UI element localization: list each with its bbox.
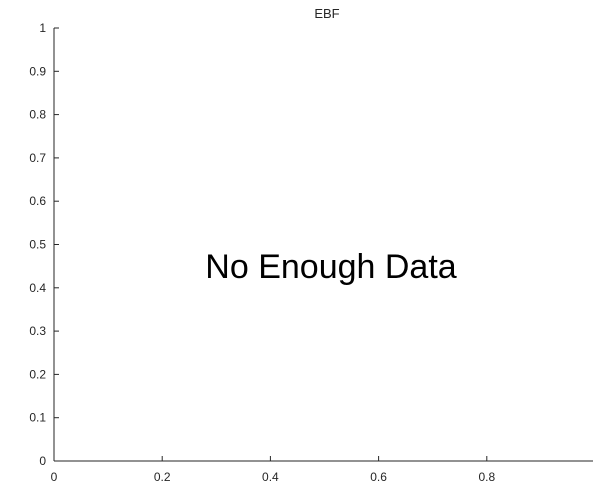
y-tick-label: 0.8: [29, 108, 46, 122]
y-ticks: 0 0.1 0.2 0.3 0.4 0.5 0.6 0.7 0.8 0.9 1: [29, 21, 59, 468]
y-tick-label: 0.2: [29, 367, 46, 381]
y-tick-label: 1: [39, 21, 46, 35]
x-ticks: 0 0.2 0.4 0.6 0.8: [51, 456, 495, 484]
y-tick-label: 0.6: [29, 194, 46, 208]
y-tick-label: 0.7: [29, 151, 46, 165]
y-tick-label: 0: [39, 454, 46, 468]
y-tick-label: 0.4: [29, 281, 46, 295]
y-tick-label: 0.9: [29, 64, 46, 78]
x-tick-label: 0.2: [154, 470, 171, 484]
chart-title: EBF: [314, 6, 339, 21]
y-tick-label: 0.5: [29, 238, 46, 252]
no-data-annotation: No Enough Data: [205, 248, 456, 286]
x-tick-label: 0.6: [370, 470, 387, 484]
axes: 0 0.1 0.2 0.3 0.4 0.5 0.6 0.7 0.8 0.9 1 0 0.2 0.4 0.6…: [29, 21, 593, 484]
x-tick-label: 0.8: [478, 470, 495, 484]
y-tick-label: 0.1: [29, 411, 46, 425]
x-tick-label: 0: [51, 470, 58, 484]
x-tick-label: 0.4: [262, 470, 279, 484]
y-tick-label: 0.3: [29, 324, 46, 338]
